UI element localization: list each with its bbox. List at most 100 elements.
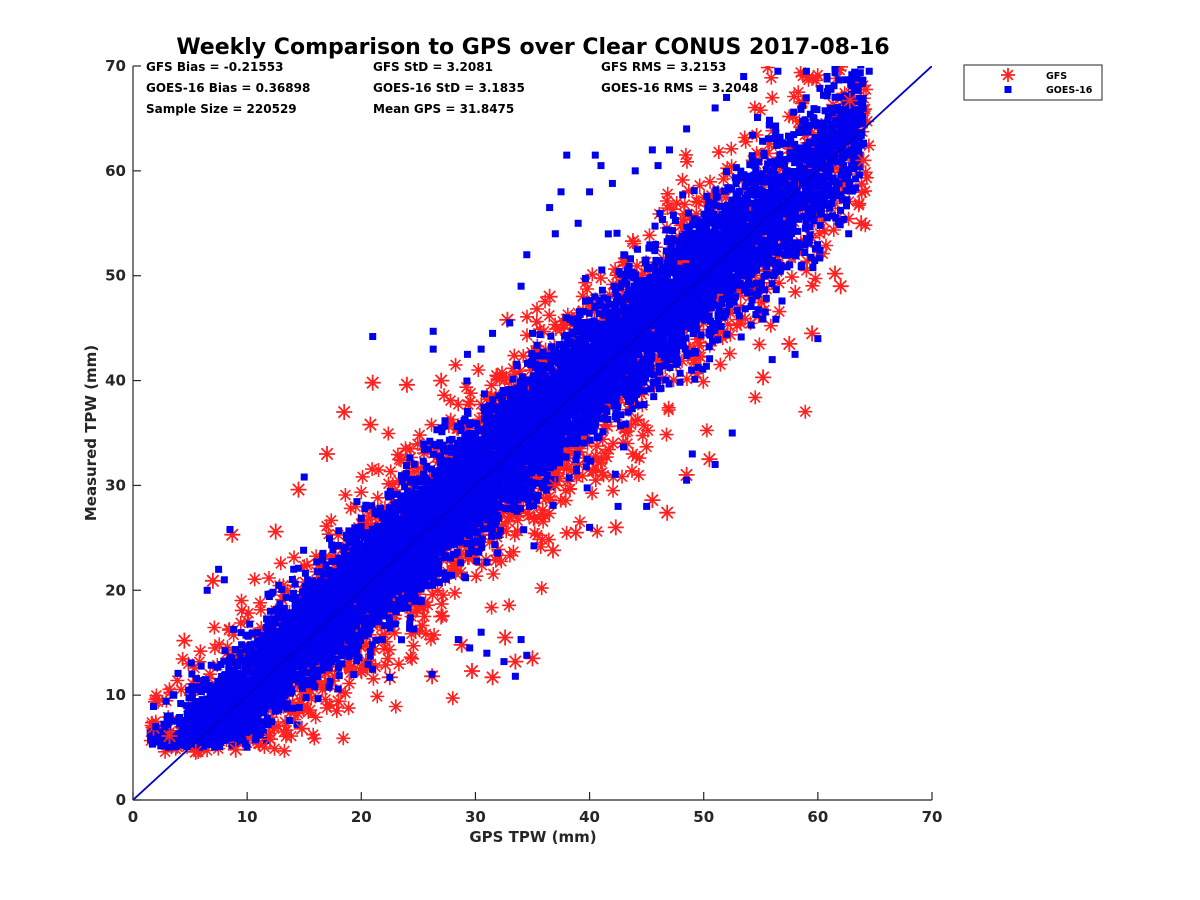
one-to-one-reference-line: [133, 66, 932, 801]
x-tick-label: 30: [465, 808, 486, 826]
goes16-outlier-point: [463, 350, 471, 358]
x-tick-label: 70: [922, 808, 943, 826]
goes16-outlier-point: [215, 565, 223, 573]
goes16-outlier-point: [523, 651, 531, 659]
x-axis-title: GPS TPW (mm): [469, 828, 596, 846]
goes16-outlier-point: [643, 502, 651, 510]
sample-size-text: Sample Size = 220529: [146, 102, 297, 116]
gfs-outlier-point: [330, 693, 347, 710]
gfs-outlier-point: [659, 504, 676, 521]
goes16-outlier-point: [802, 67, 810, 75]
x-tick-label: 40: [579, 808, 600, 826]
goes16-bias-text: GOES-16 Bias = 0.36898: [146, 81, 310, 95]
gfs-outlier-point: [624, 233, 641, 250]
goes16-outlier-point: [500, 658, 508, 666]
gfs-outlier-point: [497, 629, 514, 646]
goes16-outlier-point: [683, 125, 691, 133]
gfs-outlier-point: [541, 288, 558, 305]
gfs-outlier-point: [433, 372, 450, 389]
goes16-outlier-point: [683, 476, 691, 484]
gfs-outlier-point: [319, 446, 335, 462]
goes16-outlier-point: [586, 188, 594, 196]
goes16-outlier-point: [614, 502, 622, 510]
legend: GFS GOES-16: [963, 64, 1103, 101]
goes16-outlier-point: [220, 576, 228, 584]
goes16-outlier-point: [654, 377, 662, 385]
goes16-outlier-point: [865, 67, 873, 75]
y-tick-label: 40: [105, 372, 126, 390]
goes16-outlier-point: [203, 586, 211, 594]
goes16-outlier-point: [506, 319, 514, 327]
x-tick-label: 20: [351, 808, 372, 826]
x-tick-label: 60: [807, 808, 828, 826]
goes16-outlier-point: [454, 636, 462, 644]
goes16-outlier-point: [386, 673, 394, 681]
goes16-outlier-point: [226, 525, 234, 533]
goes16-outlier-point: [768, 356, 776, 364]
gfs-outlier-point: [364, 374, 381, 391]
gfs-outlier-point: [336, 404, 353, 420]
y-axis-ticks: 0 10 20 30 40 50 60 70: [105, 57, 141, 809]
goes16-markers: [146, 66, 867, 751]
goes16-outlier-point: [163, 712, 171, 720]
gfs-outlier-point: [524, 650, 541, 667]
goes16-outlier-point: [823, 72, 831, 80]
gfs-outlier-point: [853, 215, 870, 232]
goes16-outlier-point: [774, 67, 782, 75]
gfs-outlier-points: [145, 92, 872, 760]
goes16-outlier-point: [574, 219, 582, 227]
gfs-outlier-point: [701, 451, 718, 468]
y-tick-label: 10: [105, 686, 126, 704]
gfs-outlier-point: [755, 369, 772, 386]
gfs-outlier-point: [187, 743, 204, 760]
legend-gfs-marker: [1001, 68, 1015, 82]
statistics-annotations: GFS Bias = -0.21553 GFS StD = 3.2081 GFS…: [146, 60, 758, 116]
goes16-outlier-point: [523, 251, 531, 259]
gfs-std-text: GFS StD = 3.2081: [373, 60, 493, 74]
goes16-outlier-point: [586, 523, 594, 531]
gfs-outlier-point: [293, 720, 310, 737]
goes16-outlier-point: [711, 460, 719, 468]
gfs-outlier-point: [464, 663, 480, 679]
goes16-outlier-point: [511, 672, 519, 680]
x-tick-label: 0: [128, 808, 138, 826]
goes16-point-cloud: [146, 66, 867, 751]
gfs-outlier-point: [545, 542, 561, 559]
goes16-outlier-point: [563, 151, 571, 159]
gfs-outlier-point: [567, 524, 584, 541]
goes16-outlier-point: [711, 104, 719, 112]
gfs-outlier-point: [161, 728, 178, 744]
gfs-outlier-point: [398, 376, 415, 393]
gfs-outlier-point: [433, 608, 450, 625]
gfs-outlier-point: [267, 523, 284, 540]
y-tick-label: 50: [105, 267, 126, 285]
goes16-outlier-point: [529, 329, 536, 337]
goes16-rms-text: GOES-16 RMS = 3.2048: [601, 81, 758, 95]
goes16-outlier-point: [831, 66, 839, 72]
y-tick-label: 0: [116, 791, 126, 809]
goes16-outlier-point: [152, 723, 160, 731]
goes16-outlier-point: [597, 162, 605, 170]
goes16-outlier-point: [466, 644, 474, 652]
chart-title: Weekly Comparison to GPS over Clear CONU…: [176, 35, 889, 60]
legend-gfs-asterisk: [1001, 68, 1015, 82]
goes16-outlier-points: [152, 66, 873, 731]
gfs-outlier-point: [204, 572, 221, 589]
legend-goes16-marker: [1004, 86, 1012, 93]
x-tick-label: 10: [237, 808, 258, 826]
goes16-outlier-point: [546, 204, 554, 212]
gfs-outlier-point: [678, 466, 695, 483]
gfs-outlier-point: [362, 416, 379, 433]
gfs-outlier-point: [453, 636, 470, 653]
gfs-outlier-point: [176, 632, 193, 649]
goes16-outlier-point: [654, 162, 662, 170]
x-axis-ticks: 0 10 20 30 40 50 60 70: [128, 792, 943, 826]
gfs-outlier-point: [224, 526, 241, 543]
axes: 0 10 20 30 40 50 60 70 0 10 20 30 40 50 60 70: [105, 57, 942, 826]
gfs-outlier-point: [644, 492, 661, 509]
goes16-outlier-point: [723, 93, 731, 101]
gfs-outlier-point: [227, 741, 244, 758]
goes16-outlier-point: [848, 151, 856, 159]
plot-area: [133, 66, 932, 801]
goes16-std-text: GOES-16 StD = 3.1835: [373, 81, 525, 95]
